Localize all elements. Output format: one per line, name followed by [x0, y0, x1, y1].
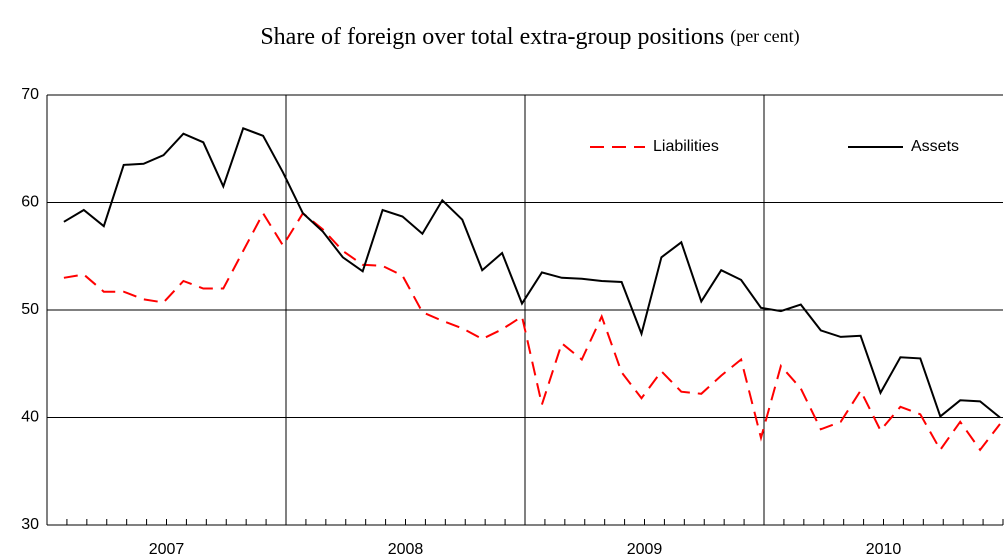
title: Share of foreign over total extra-group … — [260, 24, 724, 50]
chart-title: Share of foreign over total extra-group … — [260, 24, 799, 50]
x-tick-label: 2007 — [149, 541, 185, 558]
series-line — [63, 211, 1001, 452]
series-line — [63, 127, 1001, 419]
legend-label: Assets — [911, 138, 959, 155]
x-tick-label: 2010 — [866, 541, 902, 558]
legend-label: Liabilities — [653, 138, 719, 155]
y-tick-label: 70 — [21, 86, 39, 103]
y-tick-label: 40 — [21, 409, 39, 426]
y-tick-label: 60 — [21, 194, 39, 211]
subtitle: (per cent) — [730, 26, 799, 47]
x-tick-label: 2009 — [627, 541, 663, 558]
y-tick-label: 50 — [21, 301, 39, 318]
y-tick-label: 30 — [21, 516, 39, 533]
x-tick-label: 2008 — [388, 541, 424, 558]
